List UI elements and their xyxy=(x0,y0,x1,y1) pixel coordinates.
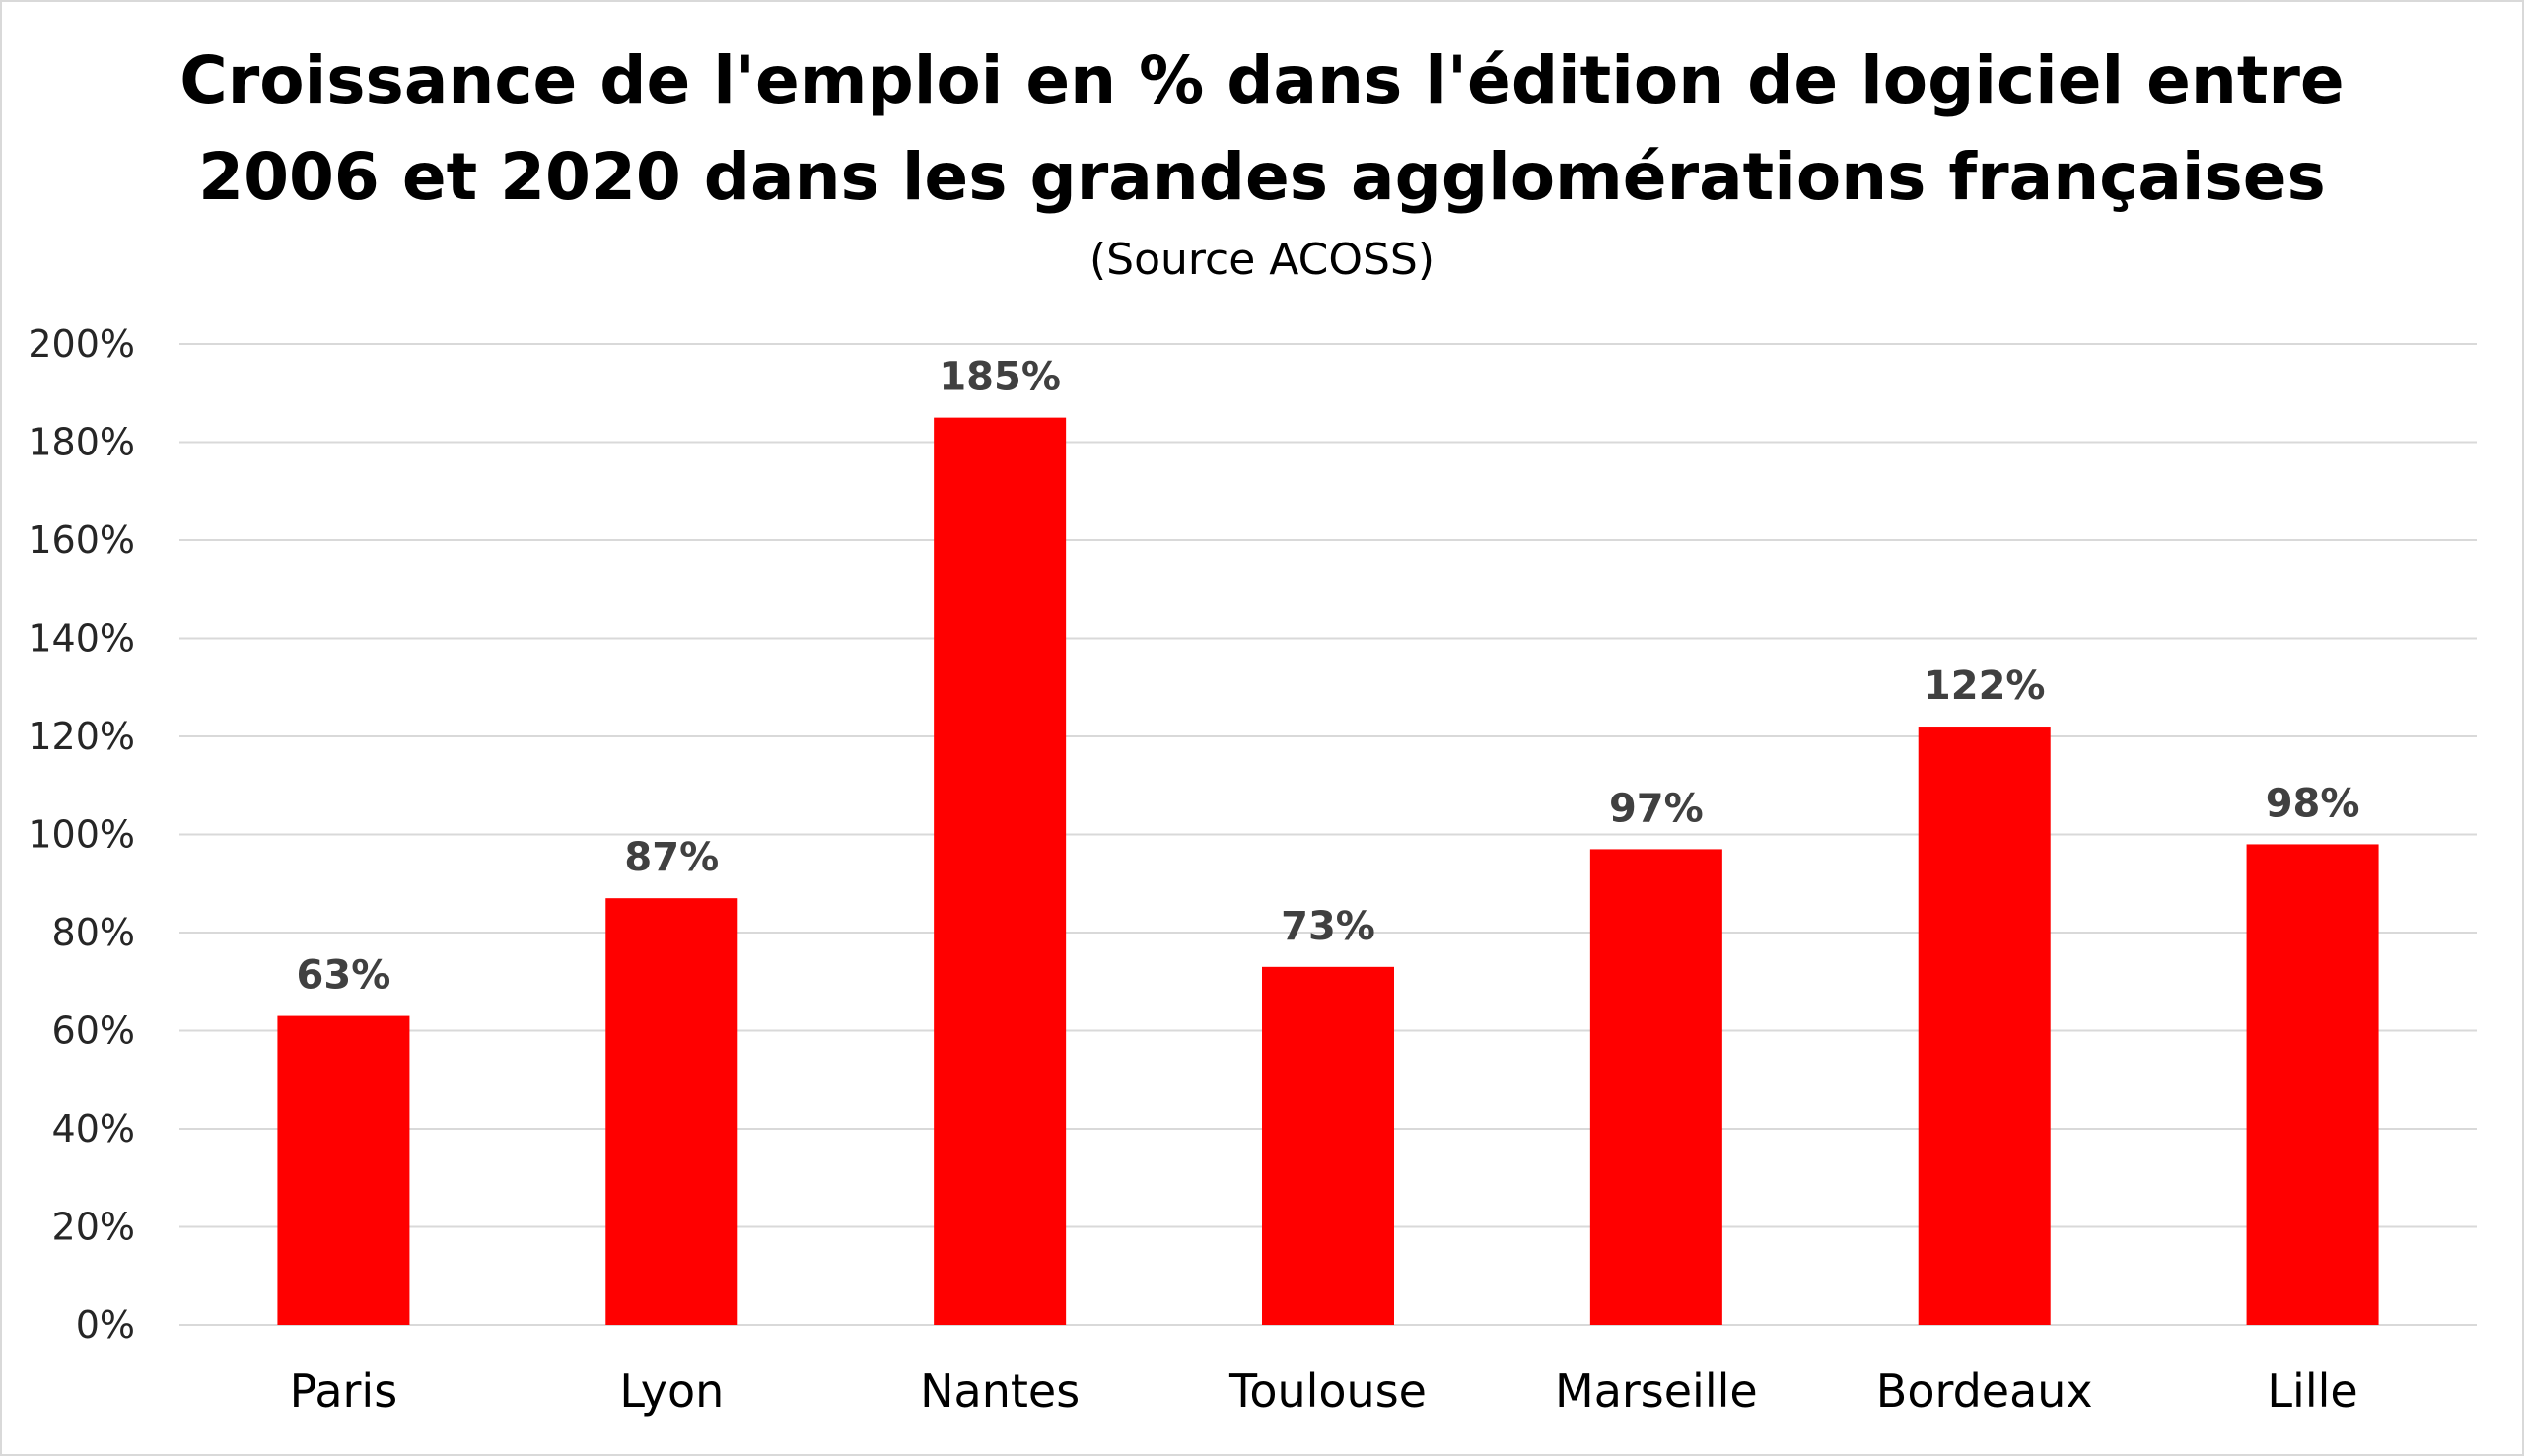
x-category-label: Paris xyxy=(290,1364,398,1418)
chart-subtitle: (Source ACOSS) xyxy=(1089,235,1435,285)
y-tick-label: 200% xyxy=(28,322,135,366)
data-label: 185% xyxy=(939,355,1061,400)
x-category-label: Lyon xyxy=(619,1364,724,1418)
y-tick-label: 60% xyxy=(52,1009,135,1053)
bar-paris xyxy=(277,1015,410,1325)
y-tick-label: 80% xyxy=(52,911,135,954)
data-label: 63% xyxy=(297,953,391,999)
data-label: 73% xyxy=(1281,904,1375,949)
x-category-label: Nantes xyxy=(920,1364,1080,1418)
x-category-label: Bordeaux xyxy=(1876,1364,2093,1418)
y-tick-label: 40% xyxy=(52,1107,135,1150)
bar-lyon xyxy=(605,898,738,1325)
y-tick-label: 0% xyxy=(76,1303,135,1347)
bar-bordeaux xyxy=(1918,727,2051,1325)
bar-nantes xyxy=(934,417,1067,1325)
y-tick-label: 120% xyxy=(28,715,135,758)
y-tick-label: 20% xyxy=(52,1206,135,1249)
y-tick-label: 140% xyxy=(28,617,135,660)
bar-lille xyxy=(2246,844,2379,1325)
x-category-label: Lille xyxy=(2267,1364,2357,1418)
x-category-label: Toulouse xyxy=(1228,1364,1427,1418)
bar-toulouse xyxy=(1262,966,1394,1325)
bar-marseille xyxy=(1589,849,1722,1325)
data-label: 97% xyxy=(1609,786,1704,831)
y-tick-label: 160% xyxy=(28,519,135,562)
data-label: 98% xyxy=(2266,781,2360,826)
data-label: 122% xyxy=(1924,663,2046,709)
chart-title-line-1: Croissance de l'emploi en % dans l'éditi… xyxy=(179,42,2345,118)
chart-title-line-2: 2006 et 2020 dans les grandes agglomérat… xyxy=(198,139,2326,215)
y-tick-label: 180% xyxy=(28,421,135,464)
data-label: 87% xyxy=(624,835,719,880)
x-category-label: Marseille xyxy=(1555,1364,1758,1418)
y-tick-label: 100% xyxy=(28,813,135,857)
